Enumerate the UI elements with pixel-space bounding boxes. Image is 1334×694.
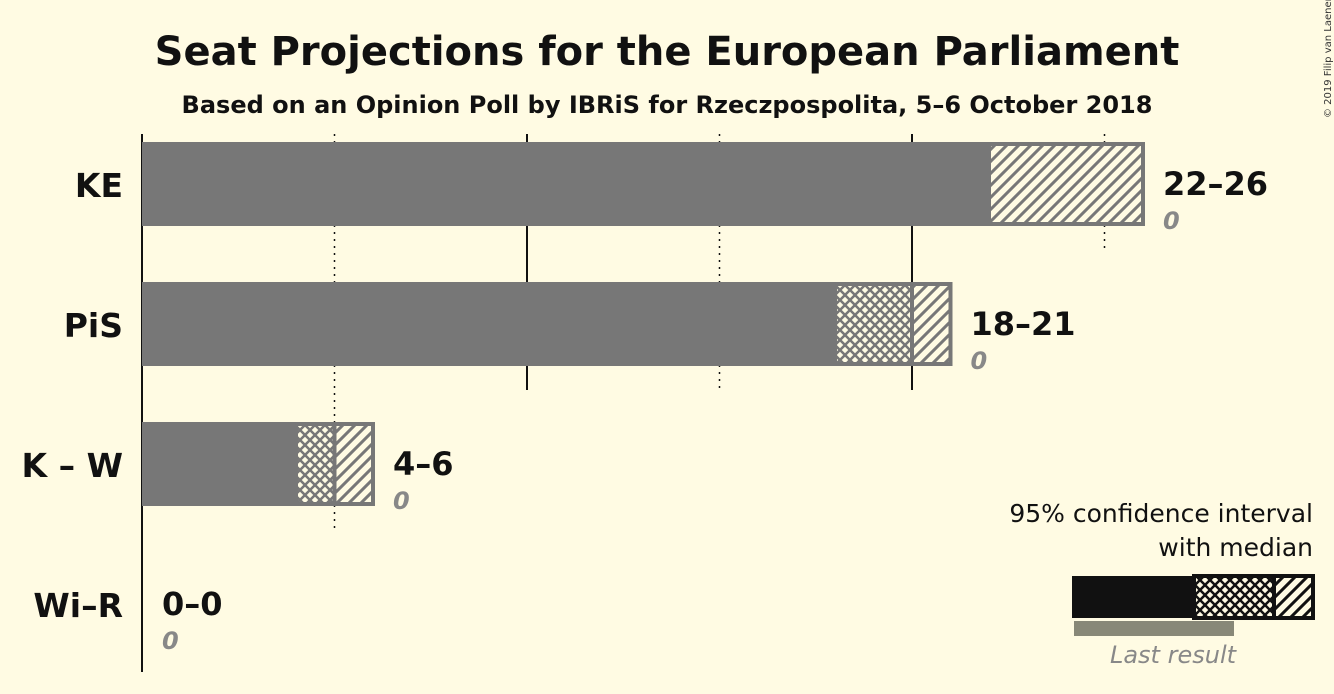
labels: KE 22–26 0 PiS 18–21 0 K – W 4–6 0 Wi–R 0–0 0 [22, 165, 1269, 655]
bar-ci-high-2 [332, 422, 375, 506]
range-label-2: 4–6 [393, 445, 454, 483]
bar-solid-0 [142, 142, 989, 226]
bar-ci-high-0 [987, 142, 1145, 226]
range-label-0: 22–26 [1163, 165, 1268, 203]
chart-subtitle: Based on an Opinion Poll by IBRiS for Rz… [182, 91, 1153, 119]
range-label-1: 18–21 [971, 305, 1076, 343]
bar-solid-1 [142, 282, 835, 366]
copyright: © 2019 Filip van Laenen [1323, 0, 1334, 118]
legend-last-label: Last result [1110, 641, 1238, 669]
party-label-3: Wi–R [33, 586, 123, 625]
chart-title: Seat Projections for the European Parlia… [155, 29, 1180, 75]
bar-ci-high-1 [910, 282, 953, 366]
last-result-label-2: 0 [393, 487, 410, 515]
legend-median-bar [1072, 576, 1194, 618]
last-result-label-0: 0 [1163, 207, 1180, 235]
legend-ci-high [1272, 574, 1315, 620]
party-label-1: PiS [64, 306, 123, 345]
bars [142, 142, 1145, 506]
legend: 95% confidence interval with median Last… [1009, 499, 1315, 669]
party-label-2: K – W [22, 446, 123, 485]
bar-ci-low-2 [294, 422, 337, 506]
range-label-3: 0–0 [162, 585, 223, 623]
last-result-label-1: 0 [971, 347, 988, 375]
bar-solid-2 [142, 422, 296, 506]
legend-line2: with median [1158, 533, 1313, 562]
party-label-0: KE [75, 166, 123, 205]
last-result-label-3: 0 [162, 627, 179, 655]
legend-ci-low [1192, 574, 1276, 620]
legend-line1: 95% confidence interval [1009, 499, 1313, 528]
legend-last-result-bar [1074, 621, 1234, 636]
bar-ci-low-1 [833, 282, 914, 366]
